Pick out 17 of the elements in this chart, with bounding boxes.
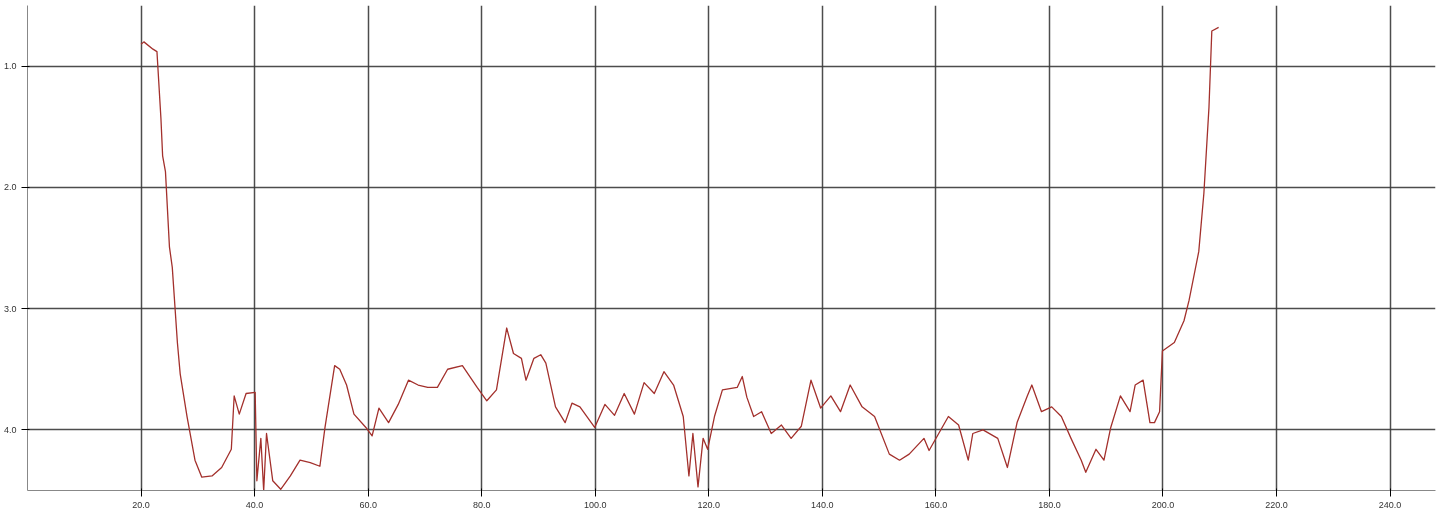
x-tick-label: 160.0 (924, 499, 948, 510)
x-tick-label: 20.0 (132, 499, 150, 510)
x-tick-label: 140.0 (811, 499, 834, 510)
x-tick-label: 80.0 (472, 499, 491, 510)
x-tick-label: 180.0 (1038, 499, 1061, 510)
y-tick-label: 1.0 (3, 61, 17, 72)
x-tick-label: 220.0 (1265, 499, 1288, 510)
x-tick-label: 200.0 (1151, 499, 1175, 510)
y-tick-label: 2.0 (3, 182, 17, 193)
x-tick-label: 40.0 (245, 499, 264, 510)
x-tick-label: 120.0 (697, 499, 721, 510)
x-tick-label: 240.0 (1378, 499, 1402, 510)
x-tick-label: 100.0 (583, 499, 607, 510)
y-tick-label: 4.0 (3, 424, 17, 435)
y-tick-label: 3.0 (3, 303, 17, 314)
line-series (140, 26, 1220, 491)
x-tick-label: 60.0 (359, 499, 377, 510)
